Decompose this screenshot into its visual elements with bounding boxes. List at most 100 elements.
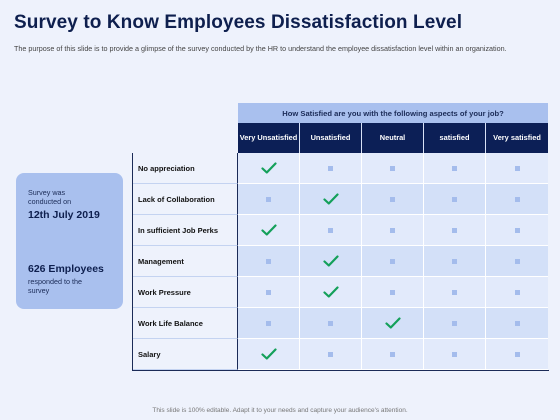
table-cell (238, 308, 300, 339)
square-dot-icon (390, 289, 395, 295)
table-cell (424, 277, 486, 308)
employee-count: 626 Employees (28, 263, 104, 275)
square-dot-icon (452, 351, 457, 357)
row-label: No appreciation (133, 153, 238, 184)
row-label: Work Pressure (133, 277, 238, 308)
square-dot-icon (514, 320, 520, 326)
responded-label: responded to the survey (28, 277, 82, 296)
square-dot-icon (452, 165, 457, 171)
table-cell (424, 246, 486, 277)
column-header: Very Unsatisfied (238, 123, 300, 153)
square-dot-icon (328, 320, 333, 326)
square-dot-icon (266, 289, 271, 295)
table-cell (424, 184, 486, 215)
page-title: Survey to Know Employees Dissatisfaction… (14, 12, 463, 33)
table-row: Work Life Balance (133, 308, 549, 339)
table-cell (300, 308, 362, 339)
survey-info-box: Survey was conducted on 12th July 2019 6… (16, 173, 123, 309)
square-dot-icon (452, 196, 457, 202)
square-dot-icon (514, 196, 520, 202)
table-cell (486, 215, 548, 246)
table-row: No appreciation (133, 153, 549, 184)
table-cell (300, 246, 362, 277)
column-header: Very satisfied (493, 133, 541, 143)
table-cell (486, 184, 548, 215)
square-dot-icon (390, 196, 395, 202)
table-cell (486, 153, 548, 184)
square-dot-icon (452, 258, 457, 264)
column-header-row: Very Unsatisfied Unsatisfied Neutral satisf… (238, 123, 548, 153)
square-dot-icon (452, 289, 457, 295)
table-cell (362, 184, 424, 215)
survey-date: 12th July 2019 (28, 209, 100, 221)
table-cell (238, 339, 300, 370)
square-dot-icon (514, 289, 520, 295)
square-dot-icon (452, 227, 457, 233)
conducted-label: Survey was conducted on (28, 188, 72, 207)
table-cell (362, 153, 424, 184)
square-dot-icon (390, 258, 395, 264)
table-cell (300, 277, 362, 308)
table-row: Work Pressure (133, 277, 549, 308)
column-header: satisfied (424, 123, 486, 153)
table-cell (362, 215, 424, 246)
square-dot-icon (514, 351, 520, 357)
table-cell (362, 277, 424, 308)
square-dot-icon (452, 320, 457, 326)
square-dot-icon (514, 227, 520, 233)
table-cell (486, 339, 548, 370)
page-subtitle: The purpose of this slide is to provide … (14, 44, 507, 53)
check-icon (322, 255, 339, 267)
table-cell (300, 184, 362, 215)
row-label: In sufficient Job Perks (133, 215, 238, 246)
survey-table: No appreciation Lack of Collaboration In s… (132, 153, 549, 371)
table-cell (300, 339, 362, 370)
table-cell (424, 339, 486, 370)
table-cell (486, 246, 548, 277)
check-icon (260, 348, 277, 360)
table-row: Management (133, 246, 549, 277)
table-cell (424, 308, 486, 339)
check-icon (322, 193, 339, 205)
table-cell (362, 308, 424, 339)
square-dot-icon (390, 227, 395, 233)
column-header: Neutral (362, 123, 424, 153)
table-cell (362, 339, 424, 370)
check-icon (260, 162, 277, 174)
table-row: Lack of Collaboration (133, 184, 549, 215)
check-icon (384, 317, 401, 329)
column-header: Unsatisfied (300, 123, 362, 153)
table-row: In sufficient Job Perks (133, 215, 549, 246)
row-label: Lack of Collaboration (133, 184, 238, 215)
square-dot-icon (328, 165, 333, 171)
table-cell (300, 153, 362, 184)
table-cell (238, 184, 300, 215)
square-dot-icon (328, 227, 333, 233)
table-cell (362, 246, 424, 277)
square-dot-icon (390, 351, 395, 357)
table-cell (238, 215, 300, 246)
check-icon (260, 224, 277, 236)
table-cell (486, 277, 548, 308)
table-cell (424, 153, 486, 184)
footer-note: This slide is 100% editable. Adapt it to… (152, 407, 408, 414)
survey-question: How Satisfied are you with the following… (238, 103, 548, 123)
check-icon (322, 286, 339, 298)
table-row: Salary (133, 339, 549, 370)
table-cell (238, 277, 300, 308)
table-cell (424, 215, 486, 246)
square-dot-icon (266, 320, 271, 326)
square-dot-icon (390, 165, 395, 171)
square-dot-icon (266, 196, 271, 202)
table-cell (300, 215, 362, 246)
table-cell (238, 153, 300, 184)
square-dot-icon (328, 351, 333, 357)
row-label: Management (133, 246, 238, 277)
square-dot-icon (514, 165, 520, 171)
table-cell (238, 246, 300, 277)
row-label: Salary (133, 339, 238, 370)
square-dot-icon (514, 258, 520, 264)
row-label: Work Life Balance (133, 308, 238, 339)
table-cell (486, 308, 548, 339)
square-dot-icon (266, 258, 271, 264)
